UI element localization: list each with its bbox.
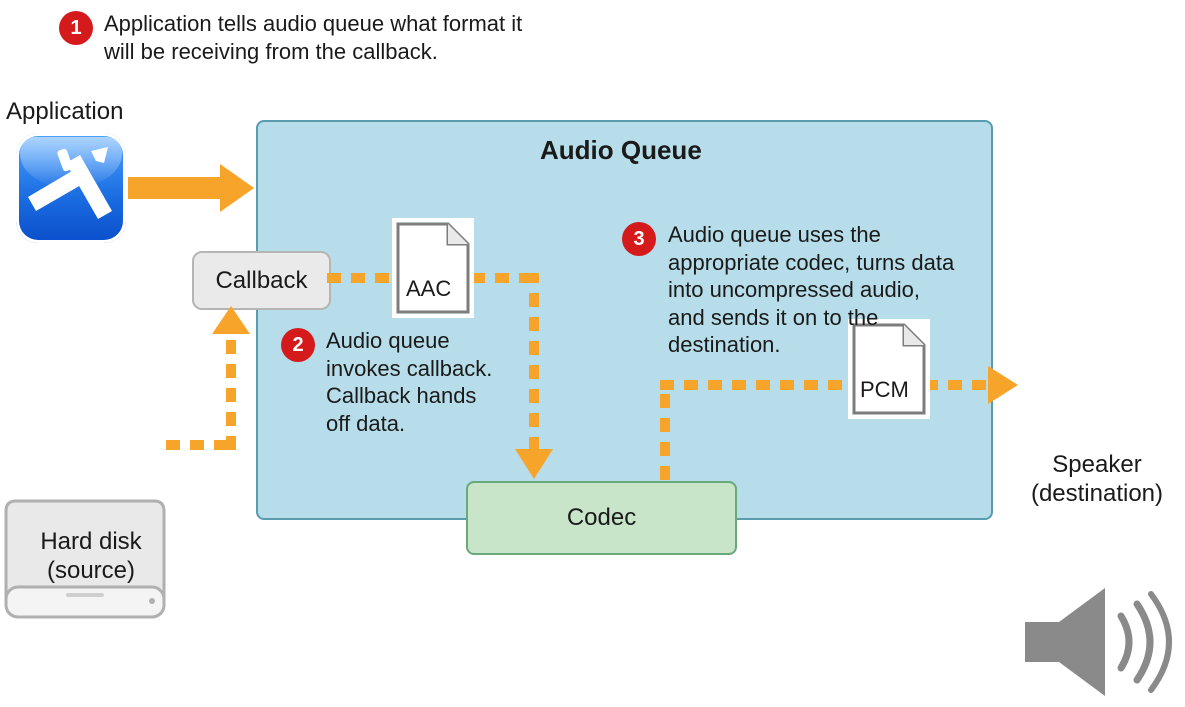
arrowhead-into-speaker [988,366,1018,404]
dash-codec-up [660,380,670,480]
step-1-text: Application tells audio queue what forma… [104,10,534,65]
application-icon [16,133,126,243]
step-3-badge: 3 [622,222,656,256]
arrowhead-into-codec [515,449,553,479]
step-3-text: Audio queue uses the appropriate codec, … [668,221,958,359]
application-label: Application [6,98,123,126]
audio-queue-title: Audio Queue [540,135,702,166]
arrowhead-into-callback [212,306,250,334]
step-3-number: 3 [633,228,644,251]
codec-label: Codec [567,504,636,532]
step-2-number: 2 [292,334,303,357]
step-1-badge: 1 [59,11,93,45]
aac-document-icon: AAC [396,222,470,314]
step-2-text: Audio queue invokes callback. Callback h… [326,327,506,437]
aac-label: AAC [406,276,451,302]
dash-aac-down [529,273,539,451]
callback-label: Callback [215,267,307,295]
dash-disk-up [226,330,236,450]
step-1-number: 1 [70,17,81,40]
codec-box: Codec [466,481,737,555]
arrow-app-to-queue-body [128,177,220,199]
diagram-canvas: Codec Callback Audio Queue Application [0,0,1185,597]
step-2-badge: 2 [281,328,315,362]
speaker-label-line1: Speaker [1052,451,1141,478]
speaker-icon [1025,582,1129,692]
callback-box: Callback [192,251,331,310]
speaker-label-line2: (destination) [1031,480,1163,507]
hard-disk-label-line2: (source) [47,557,135,584]
pcm-label: PCM [860,377,909,403]
arrow-app-to-queue-head [220,164,254,212]
hard-disk-label-line1: Hard disk [40,528,141,555]
speaker-label: Speaker (destination) [1022,451,1172,509]
dash-codec-right [660,380,988,390]
hard-disk-label: Hard disk (source) [36,528,146,586]
